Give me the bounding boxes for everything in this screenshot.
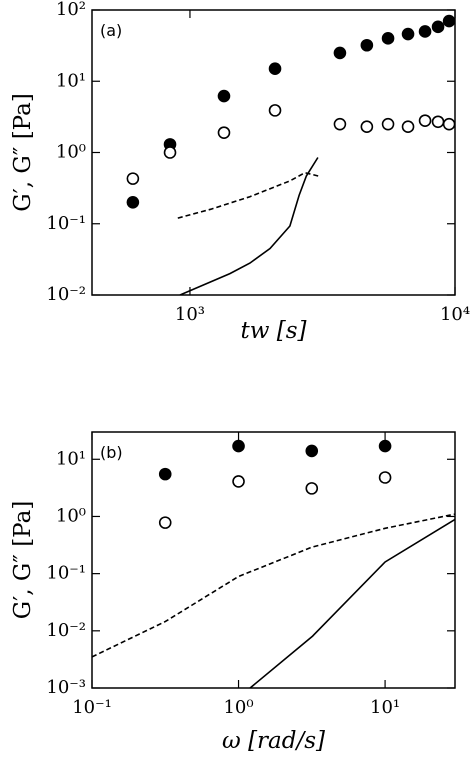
curve [249, 518, 455, 688]
y-tick-label: 10⁰ [56, 505, 86, 526]
data-point [232, 439, 245, 453]
y-tick-label: 10⁻² [46, 620, 86, 641]
x-tick-label: 10³ [175, 304, 205, 325]
y-tick-label: 10⁰ [56, 142, 86, 163]
y-tick-label: 10¹ [56, 70, 86, 91]
y-tick-label: 10⁻² [46, 284, 86, 305]
data-point [333, 46, 347, 60]
data-point [401, 27, 415, 41]
data-point [381, 117, 395, 131]
curve [92, 513, 455, 658]
x-axis-label: tw [s] [241, 318, 307, 344]
y-tick-label: 10⁻¹ [46, 563, 86, 584]
y-tick-label: 10² [56, 0, 86, 20]
x-tick-label: 10⁻¹ [72, 697, 112, 718]
data-point [126, 172, 140, 185]
data-point [217, 89, 231, 103]
data-point [418, 25, 432, 38]
data-point [126, 196, 140, 209]
data-point [431, 115, 445, 129]
data-point [232, 475, 245, 488]
y-axis-label: G′, G″ [Pa] [10, 501, 36, 620]
x-tick-label: 10⁴ [440, 304, 470, 325]
data-point [305, 482, 319, 495]
y-axis-label: G′, G″ [Pa] [10, 93, 36, 212]
plot-frame [91, 9, 456, 296]
data-point [381, 32, 395, 45]
x-tick-label: 10¹ [370, 697, 400, 718]
plot-area [92, 439, 455, 688]
data-point [442, 14, 455, 28]
y-tick-label: 10⁻³ [46, 677, 86, 698]
y-tick-label: 10¹ [56, 448, 86, 469]
data-point [360, 120, 374, 134]
data-point [442, 117, 455, 131]
data-point [268, 104, 282, 117]
curve [179, 157, 319, 295]
data-point [378, 471, 392, 484]
x-axis-label: ω [rad/s] [222, 728, 325, 754]
data-point [158, 467, 172, 481]
data-point [305, 444, 319, 458]
data-point [158, 516, 172, 529]
data-point [418, 114, 432, 127]
data-point [333, 117, 347, 131]
panel-label: (b) [100, 443, 123, 462]
y-tick-label: 10⁻¹ [46, 213, 86, 234]
data-point [378, 439, 392, 453]
data-point [431, 20, 445, 34]
plot-frame [91, 431, 456, 689]
panel-label: (a) [100, 21, 122, 40]
data-point [360, 38, 374, 52]
plot-area [126, 14, 455, 295]
x-tick-label: 10⁰ [223, 697, 253, 718]
data-point [163, 146, 177, 159]
data-point [217, 126, 231, 139]
data-point [401, 120, 415, 134]
data-point [268, 62, 282, 76]
